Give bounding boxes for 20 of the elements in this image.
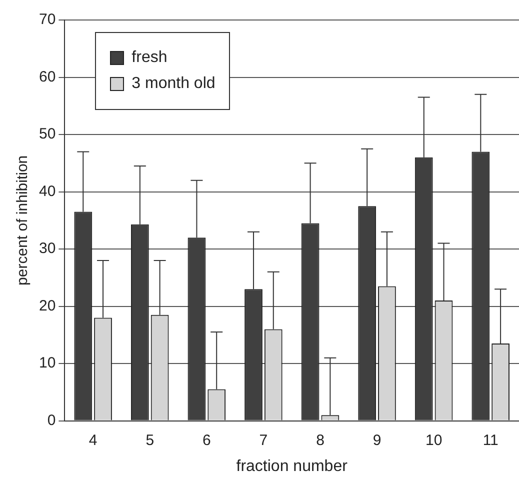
y-tick-label: 60 [38, 68, 56, 86]
y-axis-title: percent of inhibition [14, 155, 32, 286]
y-tick-label: 40 [38, 182, 56, 200]
x-tick-label: 9 [372, 432, 382, 449]
y-tick-label: 50 [38, 126, 56, 143]
y-tick-label: 20 [38, 297, 56, 314]
x-tick-label: 11 [482, 432, 498, 449]
y-tick-label: 70 [38, 11, 56, 28]
legend-label: fresh [130, 49, 168, 67]
y-tick-label: 30 [38, 240, 56, 258]
x-tick-label: 5 [146, 432, 154, 449]
legend-label: 3 month old [130, 75, 216, 93]
x-axis-title: fraction number [236, 458, 348, 475]
x-tick-label: 10 [425, 432, 442, 449]
y-tick-label: 10 [38, 354, 56, 372]
y-tick-label: 0 [47, 412, 56, 429]
x-tick-label: 8 [316, 432, 324, 449]
x-tick-label: 7 [259, 432, 268, 449]
x-tick-label: 6 [202, 432, 211, 449]
x-tick-label: 4 [88, 432, 98, 449]
